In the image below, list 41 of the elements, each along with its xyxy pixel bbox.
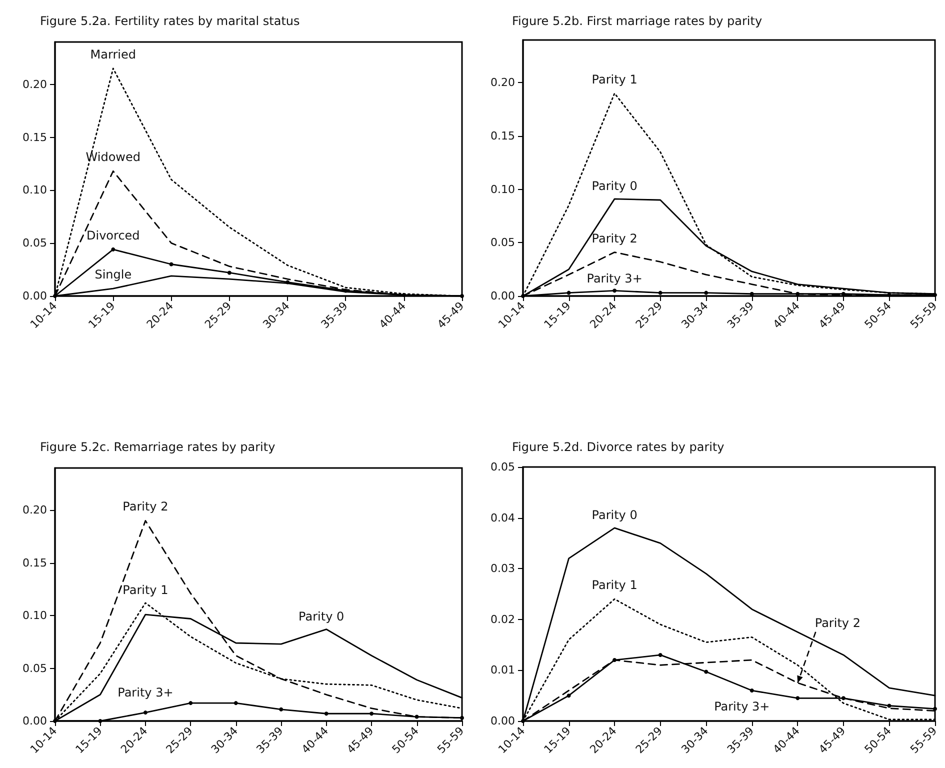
y-tick-label: 0.00 (490, 714, 515, 728)
annotation: Parity 1 (122, 582, 168, 597)
annotation: Parity 3+ (586, 272, 642, 286)
y-tick-label: 0.20 (22, 78, 47, 91)
annotation: Parity 0 (592, 178, 638, 193)
annotation: Parity 1 (592, 72, 638, 86)
y-tick-label: 0.20 (22, 504, 47, 517)
y-tick-label: 0.05 (22, 236, 47, 250)
y-tick-label: 0.05 (490, 460, 515, 474)
annotation: Married (90, 47, 136, 62)
y-tick-label: 0.02 (490, 612, 515, 626)
y-tick-label: 0.03 (490, 562, 515, 576)
annotation: Widowed (86, 150, 140, 164)
y-tick-label: 0.15 (22, 130, 47, 144)
y-tick-label: 0.15 (490, 130, 515, 142)
annotation: Parity 0 (592, 508, 638, 522)
y-tick-label: 0.10 (22, 184, 47, 197)
y-tick-label: 0.01 (490, 664, 515, 677)
chart-title: Figure 5.2b. First marriage rates by parity (512, 14, 762, 28)
y-tick-label: 0.15 (22, 556, 47, 570)
annotation: Parity 1 (592, 578, 638, 592)
y-tick-label: 0.20 (490, 76, 515, 90)
y-tick-label: 0.05 (22, 662, 47, 675)
chart-title: Figure 5.2c. Remarriage rates by parity (40, 440, 276, 454)
annotation: Divorced (86, 228, 140, 242)
annotation: Parity 2 (592, 231, 638, 246)
y-tick-label: 0.04 (490, 511, 515, 524)
annotation: Parity 3+ (118, 686, 174, 700)
annotation: Parity 0 (298, 609, 344, 624)
chart-title: Figure 5.2d. Divorce rates by parity (512, 440, 724, 454)
chart-title: Figure 5.2a. Fertility rates by marital status (40, 14, 300, 28)
y-tick-label: 0.05 (490, 236, 515, 250)
annotation: Single (94, 268, 132, 282)
y-tick-label: 0.10 (490, 182, 515, 196)
annotation: Parity 2 (814, 616, 860, 630)
annotation: Parity 3+ (714, 700, 770, 714)
y-tick-label: 0.00 (22, 290, 47, 302)
y-tick-label: 0.10 (22, 609, 47, 622)
y-tick-label: 0.00 (22, 714, 47, 728)
annotation: Parity 2 (122, 500, 168, 514)
y-tick-label: 0.00 (490, 290, 515, 302)
